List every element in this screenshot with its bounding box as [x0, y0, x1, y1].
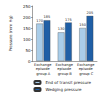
svg-text:50: 50	[25, 48, 31, 53]
svg-text:200: 200	[23, 15, 31, 20]
svg-text:Exchange: Exchange	[33, 63, 53, 68]
svg-text:150: 150	[79, 23, 86, 27]
svg-text:205: 205	[87, 11, 94, 15]
svg-text:Exchange: Exchange	[76, 63, 96, 68]
svg-text:150: 150	[23, 26, 31, 31]
svg-text:Wedging pressure: Wedging pressure	[45, 87, 82, 92]
svg-text:Exchange: Exchange	[55, 63, 75, 68]
svg-text:group C: group C	[79, 72, 94, 76]
svg-text:185: 185	[44, 15, 51, 19]
svg-text:0: 0	[28, 59, 31, 64]
svg-text:250: 250	[23, 4, 31, 9]
svg-text:group A: group A	[36, 72, 51, 76]
svg-text:100: 100	[23, 37, 31, 42]
svg-text:episode: episode	[57, 67, 73, 72]
svg-text:130: 130	[58, 27, 65, 31]
svg-text:175: 175	[65, 18, 72, 22]
svg-text:episode: episode	[78, 67, 94, 72]
svg-text:170: 170	[36, 19, 43, 23]
svg-text:group B: group B	[58, 72, 73, 76]
svg-text:End of transit pressure: End of transit pressure	[45, 80, 91, 85]
svg-text:Pressure (mm Hg): Pressure (mm Hg)	[8, 15, 13, 52]
svg-text:episode: episode	[35, 67, 51, 72]
